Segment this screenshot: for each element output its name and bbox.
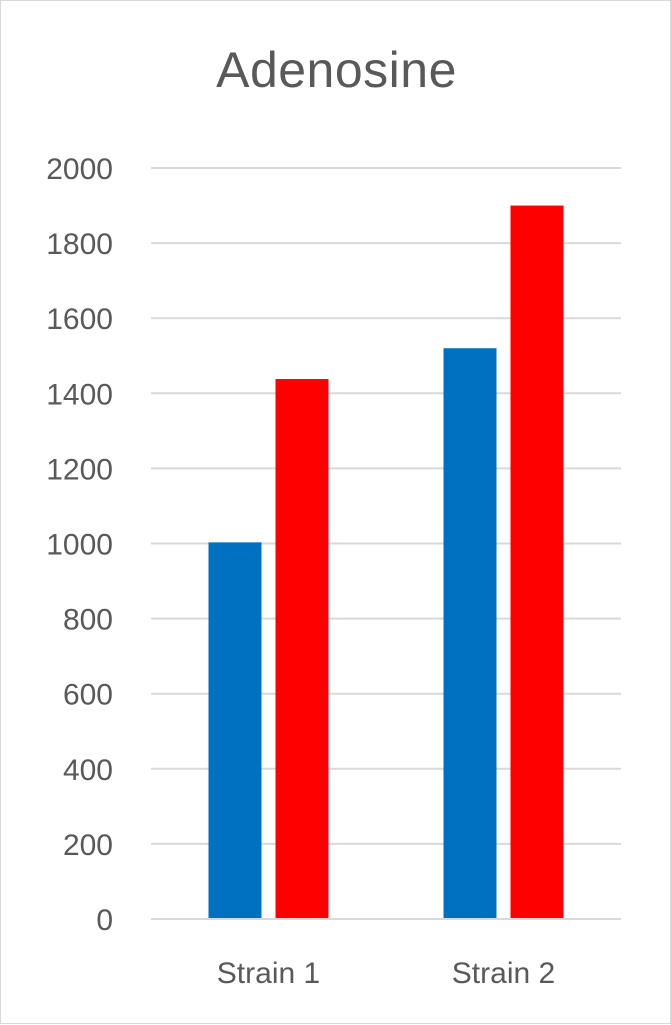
y-tick-label: 1800 [46, 228, 113, 261]
y-tick-label: 200 [63, 829, 113, 862]
y-tick-label: 1400 [46, 378, 113, 411]
x-category-label: Strain 2 [452, 957, 555, 990]
y-tick-label: 800 [63, 604, 113, 637]
y-tick-label: 1600 [46, 303, 113, 336]
bar-series-1-strain-2 [443, 348, 497, 919]
x-category-label: Strain 1 [217, 957, 320, 990]
y-tick-label: 0 [96, 904, 113, 937]
x-axis-category-labels: Strain 1 Strain 2 [217, 957, 555, 990]
y-tick-label: 1200 [46, 453, 113, 486]
y-tick-label: 400 [63, 754, 113, 787]
bar-series-2-strain-2 [510, 205, 564, 920]
bar-series-2-strain-1 [275, 379, 329, 919]
bar-series-1-strain-1 [208, 542, 262, 919]
bars [208, 205, 564, 920]
y-tick-label: 2000 [46, 153, 113, 186]
chart-title: Adenosine [216, 42, 457, 98]
y-tick-label: 600 [63, 679, 113, 712]
y-tick-label: 1000 [46, 529, 113, 562]
y-axis-tick-labels: 0 200 400 600 800 1000 1200 1400 1600 1800 2000 [46, 153, 113, 937]
